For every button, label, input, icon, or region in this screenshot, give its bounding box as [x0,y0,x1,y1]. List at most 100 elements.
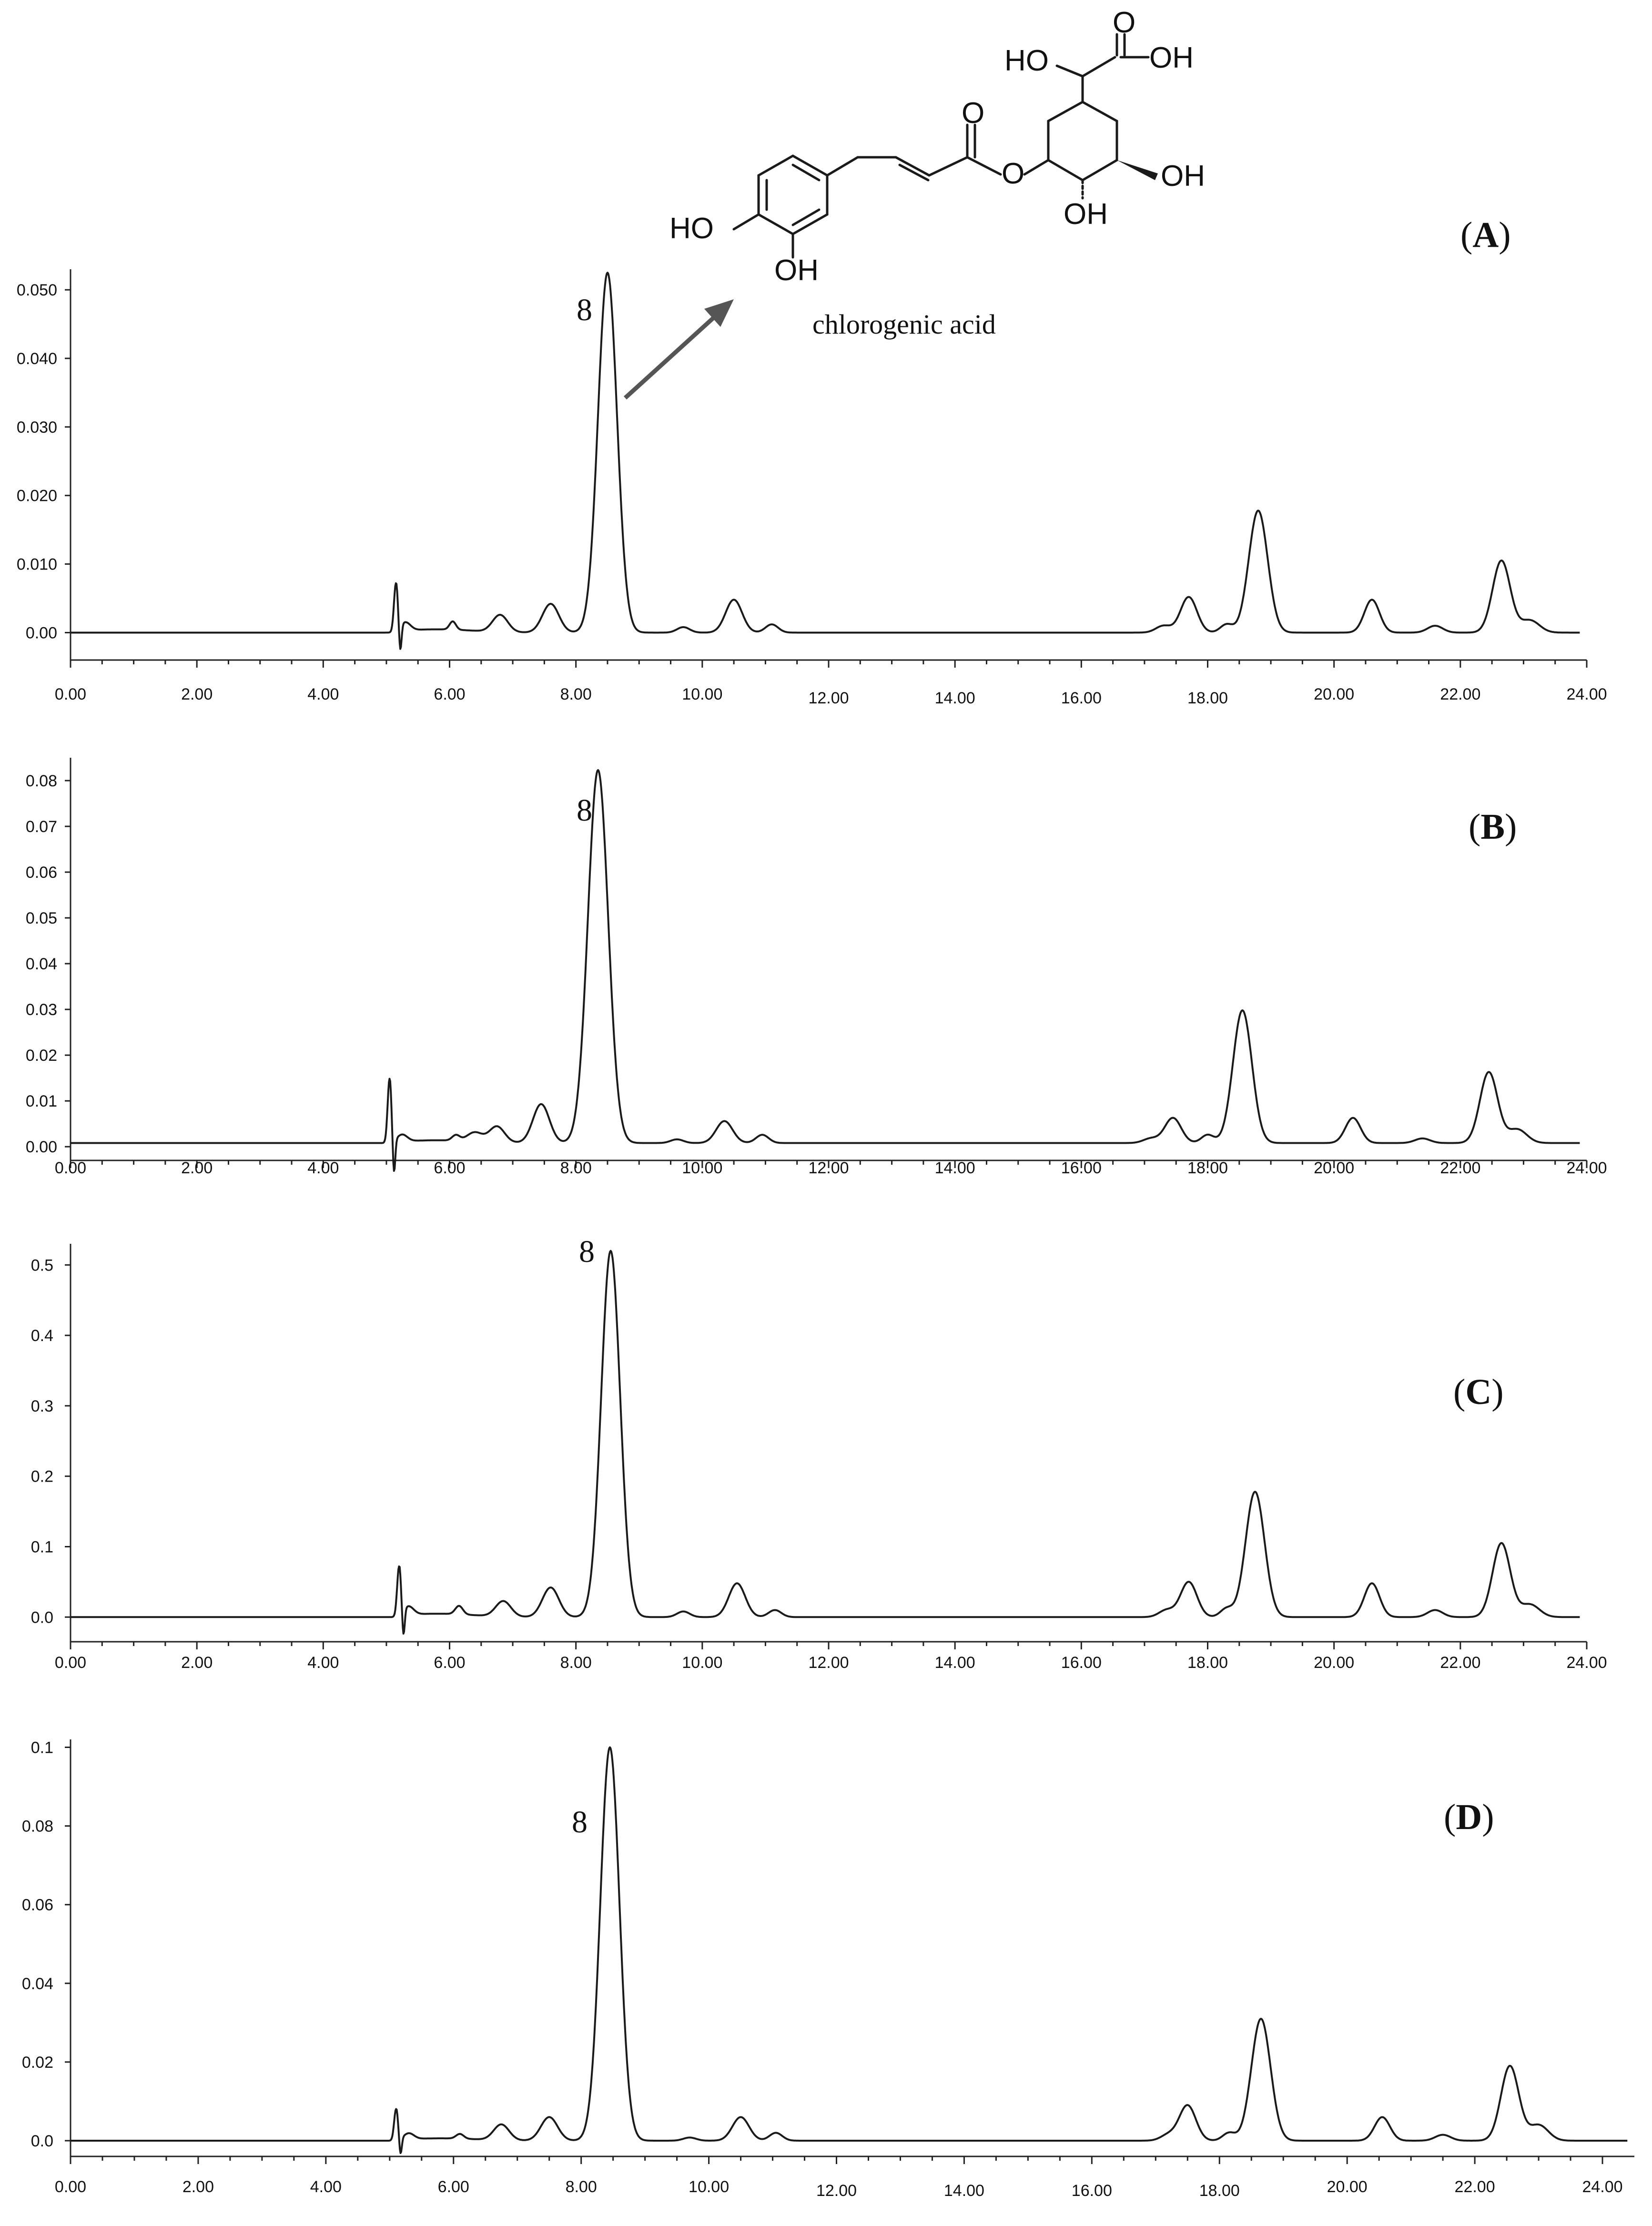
x-tick-label: 0.00 [55,2178,86,2196]
quinic-ring [1047,101,1118,182]
x-tick-label: 6.00 [434,1159,465,1177]
y-tick-label: 0.02 [26,1047,57,1065]
x-tick-label: 24.00 [1582,2178,1622,2196]
x-tick-label: 16.00 [1061,1654,1102,1672]
x-tick-label: 18.00 [1199,2182,1240,2200]
y-tick-label: 0.0 [31,2132,53,2150]
ring-ho-text: HO [669,212,714,245]
x-tick-label: 24.00 [1566,1654,1607,1672]
chromatogram-trace [70,769,1581,1172]
y-tick-label: 0.1 [31,1538,53,1556]
panel-label-a: (A) [1460,215,1511,255]
y-axis-ticks: 0.00 0.010 0.020 0.030 0.040 0.050 [17,281,71,642]
y-tick-label: 0.5 [31,1256,53,1274]
x-tick-label: 12.00 [808,689,849,707]
x-tick-label: 16.00 [1072,2182,1112,2200]
x-tick-label: 6.00 [434,1654,465,1672]
ester-o-text: O [1002,157,1024,190]
x-tick-label: 14.00 [935,689,975,707]
y-axis-ticks: 0.0 0.1 0.2 0.3 0.4 0.5 [31,1256,71,1626]
y-tick-label: 0.00 [26,1138,57,1156]
y-tick-label: 0.02 [22,2053,53,2072]
x-tick-label: 24.00 [1566,1159,1607,1177]
x-tick-label: 20.00 [1327,2178,1368,2196]
y-tick-label: 0.020 [17,487,57,505]
x-tick-label: 4.00 [307,685,339,703]
panel-label-c: (C) [1453,1372,1504,1412]
x-tick-label: 0.00 [55,685,86,703]
x-tick-label: 12.00 [808,1159,849,1177]
x-axis-ticks: 0.00 2.00 4.00 6.00 8.00 10.00 12.00 14.00 16.00… [55,1159,1607,1177]
x-axis-ticks: 0.00 2.00 4.00 6.00 8.00 10.00 12.00 14.00 16.00… [55,1642,1607,1672]
y-tick-label: 0.00 [26,624,57,642]
panel-label-b: (B) [1469,807,1517,847]
x-tick-label: 8.00 [560,1159,592,1177]
x-tick-label: 18.00 [1187,689,1228,707]
y-tick-label: 0.05 [26,909,57,927]
x-tick-label: 2.00 [181,1159,213,1177]
y-tick-label: 0.050 [17,281,57,299]
x-tick-label: 4.00 [310,2178,342,2196]
peak-label-8: 8 [577,793,592,828]
x-tick-label: 0.00 [55,1654,86,1672]
peak-label-8: 8 [577,293,592,327]
x-tick-label: 10.00 [689,2178,729,2196]
chromatogram-panel-a: 0.00 0.010 0.020 0.030 0.040 0.050 0.00 2.00 4.… [17,215,1607,707]
y-axis-ticks: 0.0 0.02 0.04 0.06 0.08 0.1 [22,1739,71,2150]
x-tick-label: 4.00 [307,1654,339,1672]
x-tick-label: 12.00 [808,1654,849,1672]
x-tick-label: 12.00 [816,2182,857,2200]
x-tick-label: 10.00 [682,1654,722,1672]
chromatogram-trace [70,1746,1628,2154]
panel-letter: A [1472,215,1499,255]
x-tick-label: 20.00 [1314,1654,1354,1672]
y-tick-label: 0.3 [31,1397,53,1415]
x-tick-label: 10.00 [682,685,722,703]
arrow-line [623,313,719,400]
x-tick-label: 22.00 [1440,1654,1480,1672]
y-tick-label: 0.2 [31,1468,53,1486]
x-tick-label: 6.00 [438,2178,469,2196]
y-tick-label: 0.040 [17,350,57,368]
y-tick-label: 0.04 [26,955,57,973]
y-axis-ticks: 0.00 0.01 0.02 0.03 0.04 0.05 0.06 0.07 0.08 [26,772,71,1156]
x-tick-label: 2.00 [181,1654,213,1672]
y-tick-label: 0.01 [26,1092,57,1110]
y-tick-label: 0.010 [17,556,57,574]
x-tick-label: 16.00 [1061,689,1102,707]
x-tick-label: 10.00 [682,1159,722,1177]
y-tick-label: 0.1 [31,1739,53,1757]
chromatogram-panel-c: 0.0 0.1 0.2 0.3 0.4 0.5 0.00 2.00 4.00 6.00 8.00 1… [31,1234,1607,1672]
x-tick-label: 14.00 [935,1159,975,1177]
x-axis-ticks: 0.00 2.00 4.00 6.00 8.00 10.00 12.00 14.00 16.00… [55,660,1607,707]
x-axis-ticks: 0.00 2.00 4.00 6.00 8.00 10.00 12.00 14.00 16.00… [55,2156,1623,2200]
quinic-oh-right-text: OH [1161,160,1205,193]
y-tick-label: 0.08 [26,772,57,790]
benzene-ring [757,154,829,235]
x-tick-label: 20.00 [1314,1159,1354,1177]
chromatogram-panel-d: 0.0 0.02 0.04 0.06 0.08 0.1 0.00 2.00 4.00 6.00 8… [22,1739,1634,2200]
panel-label-d: (D) [1444,1797,1494,1837]
x-tick-label: 22.00 [1455,2178,1495,2196]
y-tick-label: 0.06 [22,1896,53,1914]
x-tick-label: 22.00 [1440,1159,1480,1177]
quinic-oh-bottom-text: OH [1064,198,1108,231]
y-tick-label: 0.030 [17,418,57,437]
x-tick-label: 20.00 [1314,685,1354,703]
x-tick-label: 18.00 [1187,1159,1228,1177]
chlorogenic-acid-structure: HO OH O O O OH HO OH OH [669,6,1205,287]
panel-letter: C [1465,1372,1491,1412]
acid-o-text: O [1113,6,1135,39]
arrow-head [704,299,734,327]
x-tick-label: 8.00 [566,2178,597,2196]
y-tick-label: 0.03 [26,1001,57,1019]
x-tick-label: 8.00 [560,685,592,703]
ring-oh-text: OH [774,254,819,287]
panel-letter: D [1456,1797,1482,1837]
y-tick-label: 0.4 [31,1327,53,1345]
chromatogram-panel-b: 0.00 0.01 0.02 0.03 0.04 0.05 0.06 0.07 0.08 0.0… [26,758,1607,1177]
compound-label: chlorogenic acid [812,309,996,340]
peak-label-8: 8 [579,1234,595,1269]
panel-letter: B [1480,807,1505,847]
